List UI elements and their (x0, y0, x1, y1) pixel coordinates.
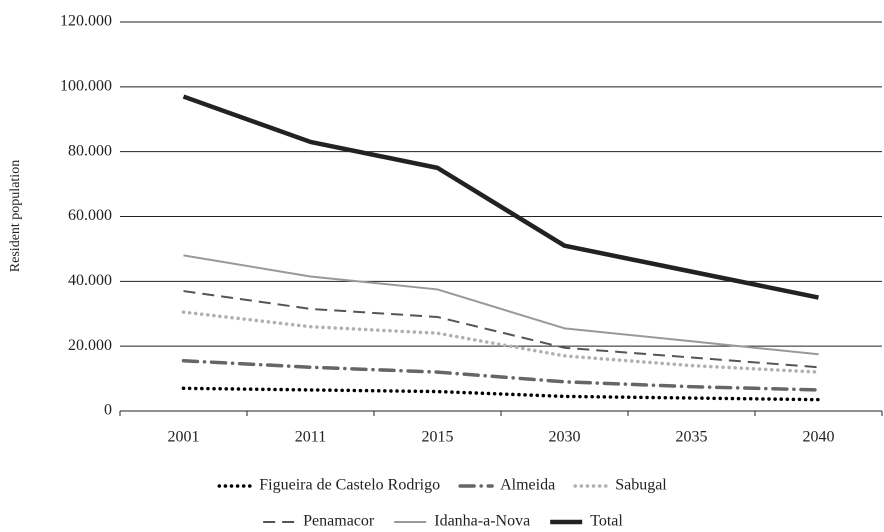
series-line (181, 359, 821, 392)
y-axis-label: Resident population (8, 160, 23, 272)
legend-label: Sabugal (615, 477, 667, 494)
series-line (181, 310, 821, 374)
y-tick-label: 40.000 (68, 272, 112, 289)
legend-label: Penamacor (303, 513, 375, 530)
x-tick-label: 2001 (168, 429, 200, 446)
x-tick-label: 2011 (295, 429, 326, 446)
legend-label: Idanha-a-Nova (434, 513, 530, 530)
legend-label: Total (590, 513, 623, 530)
y-tick-label: 100.000 (60, 78, 112, 95)
series-line (183, 290, 819, 369)
legend-label: Figueira de Castelo Rodrigo (259, 477, 440, 494)
series-line (181, 386, 821, 402)
y-tick-label: 60.000 (68, 207, 112, 224)
x-tick-label: 2035 (676, 429, 708, 446)
series-line (182, 94, 819, 300)
y-tick-label: 20.000 (68, 337, 112, 354)
y-tick-label: 120.000 (60, 13, 112, 30)
series-line (183, 254, 819, 356)
x-tick-label: 2030 (549, 429, 581, 446)
y-tick-label: 0 (104, 402, 112, 419)
y-tick-label: 80.000 (68, 142, 112, 159)
x-tick-label: 2040 (803, 429, 835, 446)
x-tick-label: 2015 (422, 429, 454, 446)
legend-label: Almeida (500, 477, 555, 494)
